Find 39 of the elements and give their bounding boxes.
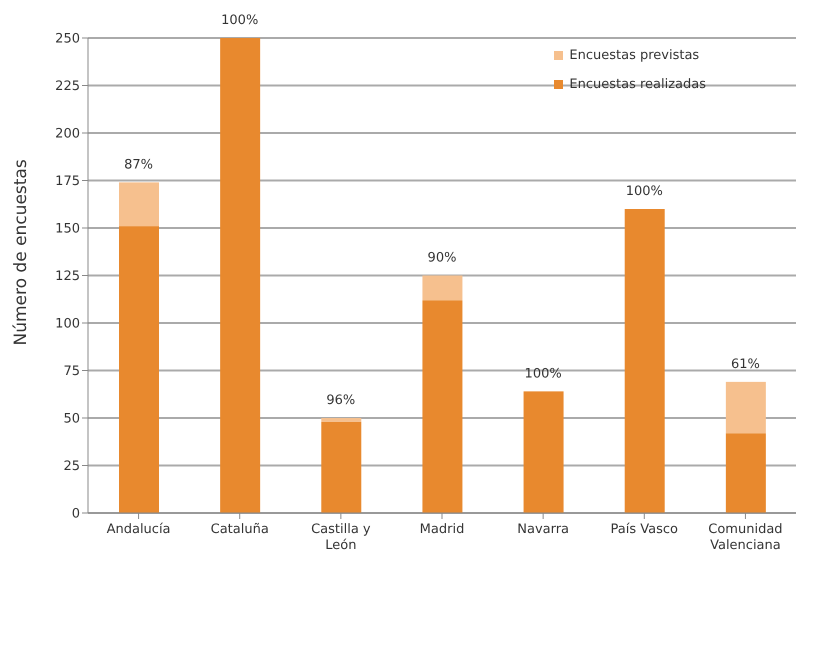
- bar: [321, 418, 362, 422]
- x-tick-label: Madrid: [420, 522, 464, 537]
- annotation: 100%: [221, 13, 258, 28]
- bar: [119, 226, 159, 513]
- bar: [119, 182, 159, 226]
- x-tick-label: Castilla y León: [311, 522, 371, 553]
- y-tick-label: 50: [63, 412, 80, 427]
- legend-label: Encuestas previstas: [568, 48, 700, 63]
- bar: [624, 209, 665, 513]
- legend-label: Encuestas realizadas: [568, 77, 706, 92]
- y-tick-label: 100: [55, 316, 80, 332]
- y-tick-label: 75: [63, 364, 80, 380]
- bar: [321, 422, 362, 513]
- bar: [422, 276, 462, 300]
- annotation: 100%: [626, 184, 663, 199]
- y-tick-label: 225: [55, 79, 80, 94]
- x-tick-label: Cataluña: [210, 522, 269, 537]
- y-tick-label: 250: [55, 32, 80, 47]
- y-tick-label: 175: [55, 174, 80, 190]
- y-axis-title: Número de encuestas: [11, 159, 32, 346]
- bar: [220, 38, 260, 513]
- annotation: 100%: [524, 366, 562, 382]
- bar: [726, 433, 766, 513]
- annotation: 90%: [428, 250, 456, 266]
- annotation: 87%: [124, 157, 154, 172]
- x-tick-label: Navarra: [517, 522, 570, 537]
- y-tick-label: 125: [55, 269, 80, 284]
- bar: [524, 391, 564, 513]
- bar: [422, 300, 462, 513]
- x-tick-label: Andalucía: [106, 522, 171, 537]
- annotation: 61%: [730, 356, 760, 372]
- x-tick-label: Comunidad Valenciana: [708, 522, 783, 553]
- y-tick-label: 25: [63, 459, 80, 474]
- bar: [726, 382, 766, 434]
- y-tick-label: 150: [55, 222, 80, 237]
- y-tick-label: 0: [72, 506, 80, 522]
- annotation: 96%: [326, 393, 356, 408]
- x-tick-label: País Vasco: [610, 522, 678, 537]
- y-tick-label: 200: [55, 126, 80, 142]
